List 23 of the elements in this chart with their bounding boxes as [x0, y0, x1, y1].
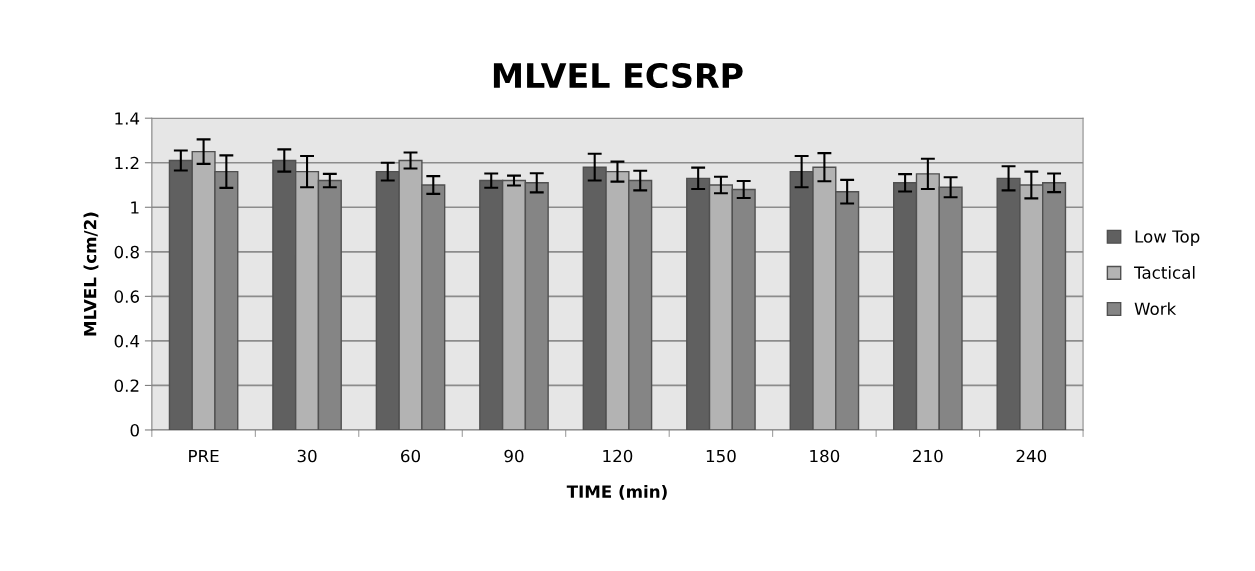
x-tick-label: 150	[706, 449, 736, 463]
y-tick-label: 1.4	[115, 112, 140, 125]
y-tick-label: 1	[131, 201, 139, 214]
legend-label: Tactical	[1133, 266, 1195, 279]
x-tick-label: 180	[810, 449, 840, 463]
y-tick-label: 0.6	[114, 290, 139, 303]
y-tick-label: 0.2	[114, 379, 139, 392]
y-tick-label: 0	[130, 423, 139, 437]
legend-label: Low Top	[1135, 230, 1200, 247]
x-tick-label: 210	[913, 449, 943, 463]
x-axis-title: TIME (min)	[566, 484, 667, 500]
x-tick-label: 60	[401, 449, 421, 463]
chart-title: MLVEL ECSRP	[493, 62, 743, 89]
x-tick-label: 120	[603, 449, 633, 463]
x-tick-label: 30	[297, 449, 317, 463]
y-tick-label: 1.2	[115, 156, 139, 170]
y-axis-title: MLVEL (cm/2)	[83, 212, 99, 336]
x-tick-label: 240	[1016, 449, 1047, 463]
x-tick-label: 90	[504, 449, 524, 463]
y-tick-label: 0.4	[114, 334, 140, 348]
y-tick-label: 0.8	[114, 245, 139, 259]
x-tick-label: PRE	[189, 449, 219, 463]
legend-label: Work	[1134, 302, 1177, 316]
